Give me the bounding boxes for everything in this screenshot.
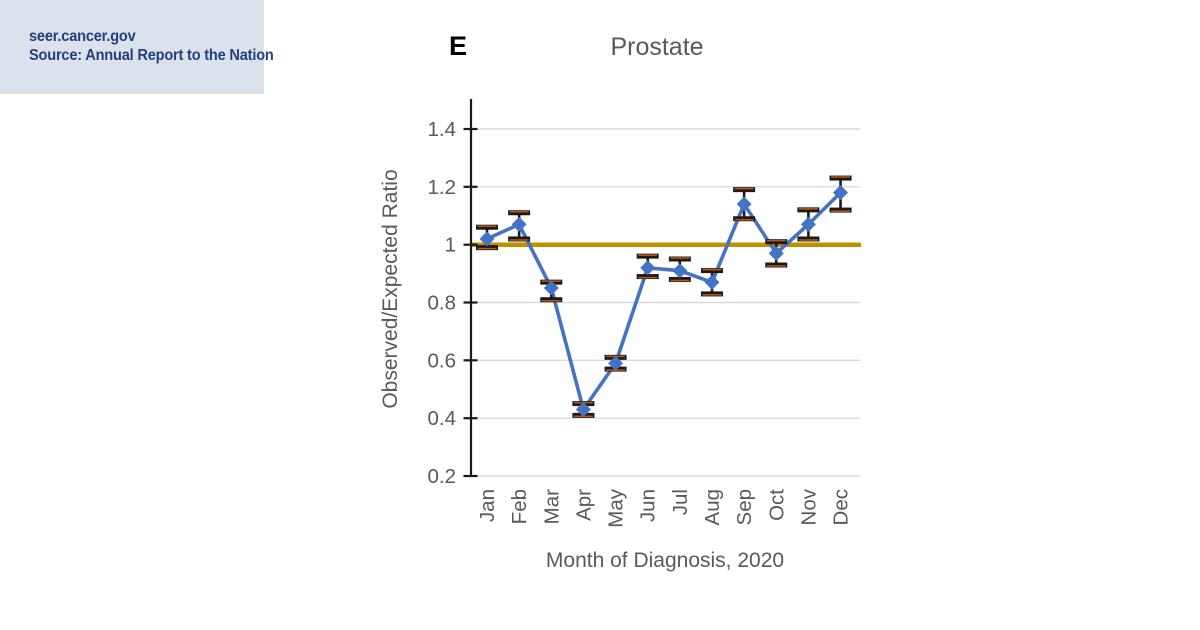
y-tick-label: 1: [445, 234, 456, 257]
data-point-marker: [736, 196, 752, 212]
panel-label: E: [449, 31, 468, 61]
x-tick-label: Jun: [637, 489, 660, 522]
data-point-marker: [833, 185, 849, 201]
y-tick-label: 1.4: [428, 118, 457, 141]
y-tick-label: 0.6: [428, 349, 457, 372]
x-tick-label: Aug: [701, 489, 724, 525]
badge-source-text: Source: Annual Report to the Nation: [29, 46, 274, 64]
data-point-marker: [511, 216, 527, 232]
x-tick-label: Oct: [765, 489, 788, 521]
x-axis-title: Month of Diagnosis, 2020: [545, 549, 785, 572]
y-tick-label: 0.8: [428, 292, 457, 315]
x-tick-label: Apr: [572, 489, 595, 521]
x-tick-label: Jan: [476, 489, 499, 522]
badge-site-text: seer.cancer.gov: [29, 28, 136, 45]
x-tick-label: Jul: [669, 489, 692, 515]
source-badge: seer.cancer.gov Source: Annual Report to…: [0, 0, 274, 94]
x-tick-label: May: [605, 488, 628, 527]
chart-title: Prostate: [610, 33, 704, 61]
data-point-marker: [704, 274, 720, 290]
data-point-marker: [608, 355, 624, 371]
data-point-marker: [800, 216, 816, 232]
y-tick-label: 1.2: [428, 176, 457, 199]
data-point-marker: [543, 280, 559, 296]
x-tick-label: Nov: [797, 488, 820, 525]
y-tick-label: 0.2: [428, 465, 457, 488]
x-tick-label: Feb: [508, 489, 531, 524]
y-tick-label: 0.4: [428, 407, 457, 430]
x-tick-label: Mar: [540, 489, 563, 524]
x-tick-label: Dec: [830, 489, 853, 525]
series-line: [486, 191, 842, 412]
data-point-marker: [640, 260, 656, 276]
data-point-marker: [575, 401, 591, 417]
data-point-marker: [768, 245, 784, 261]
data-point-marker: [672, 263, 688, 279]
x-tick-label: Sep: [733, 489, 756, 525]
data-point-marker: [479, 231, 495, 247]
